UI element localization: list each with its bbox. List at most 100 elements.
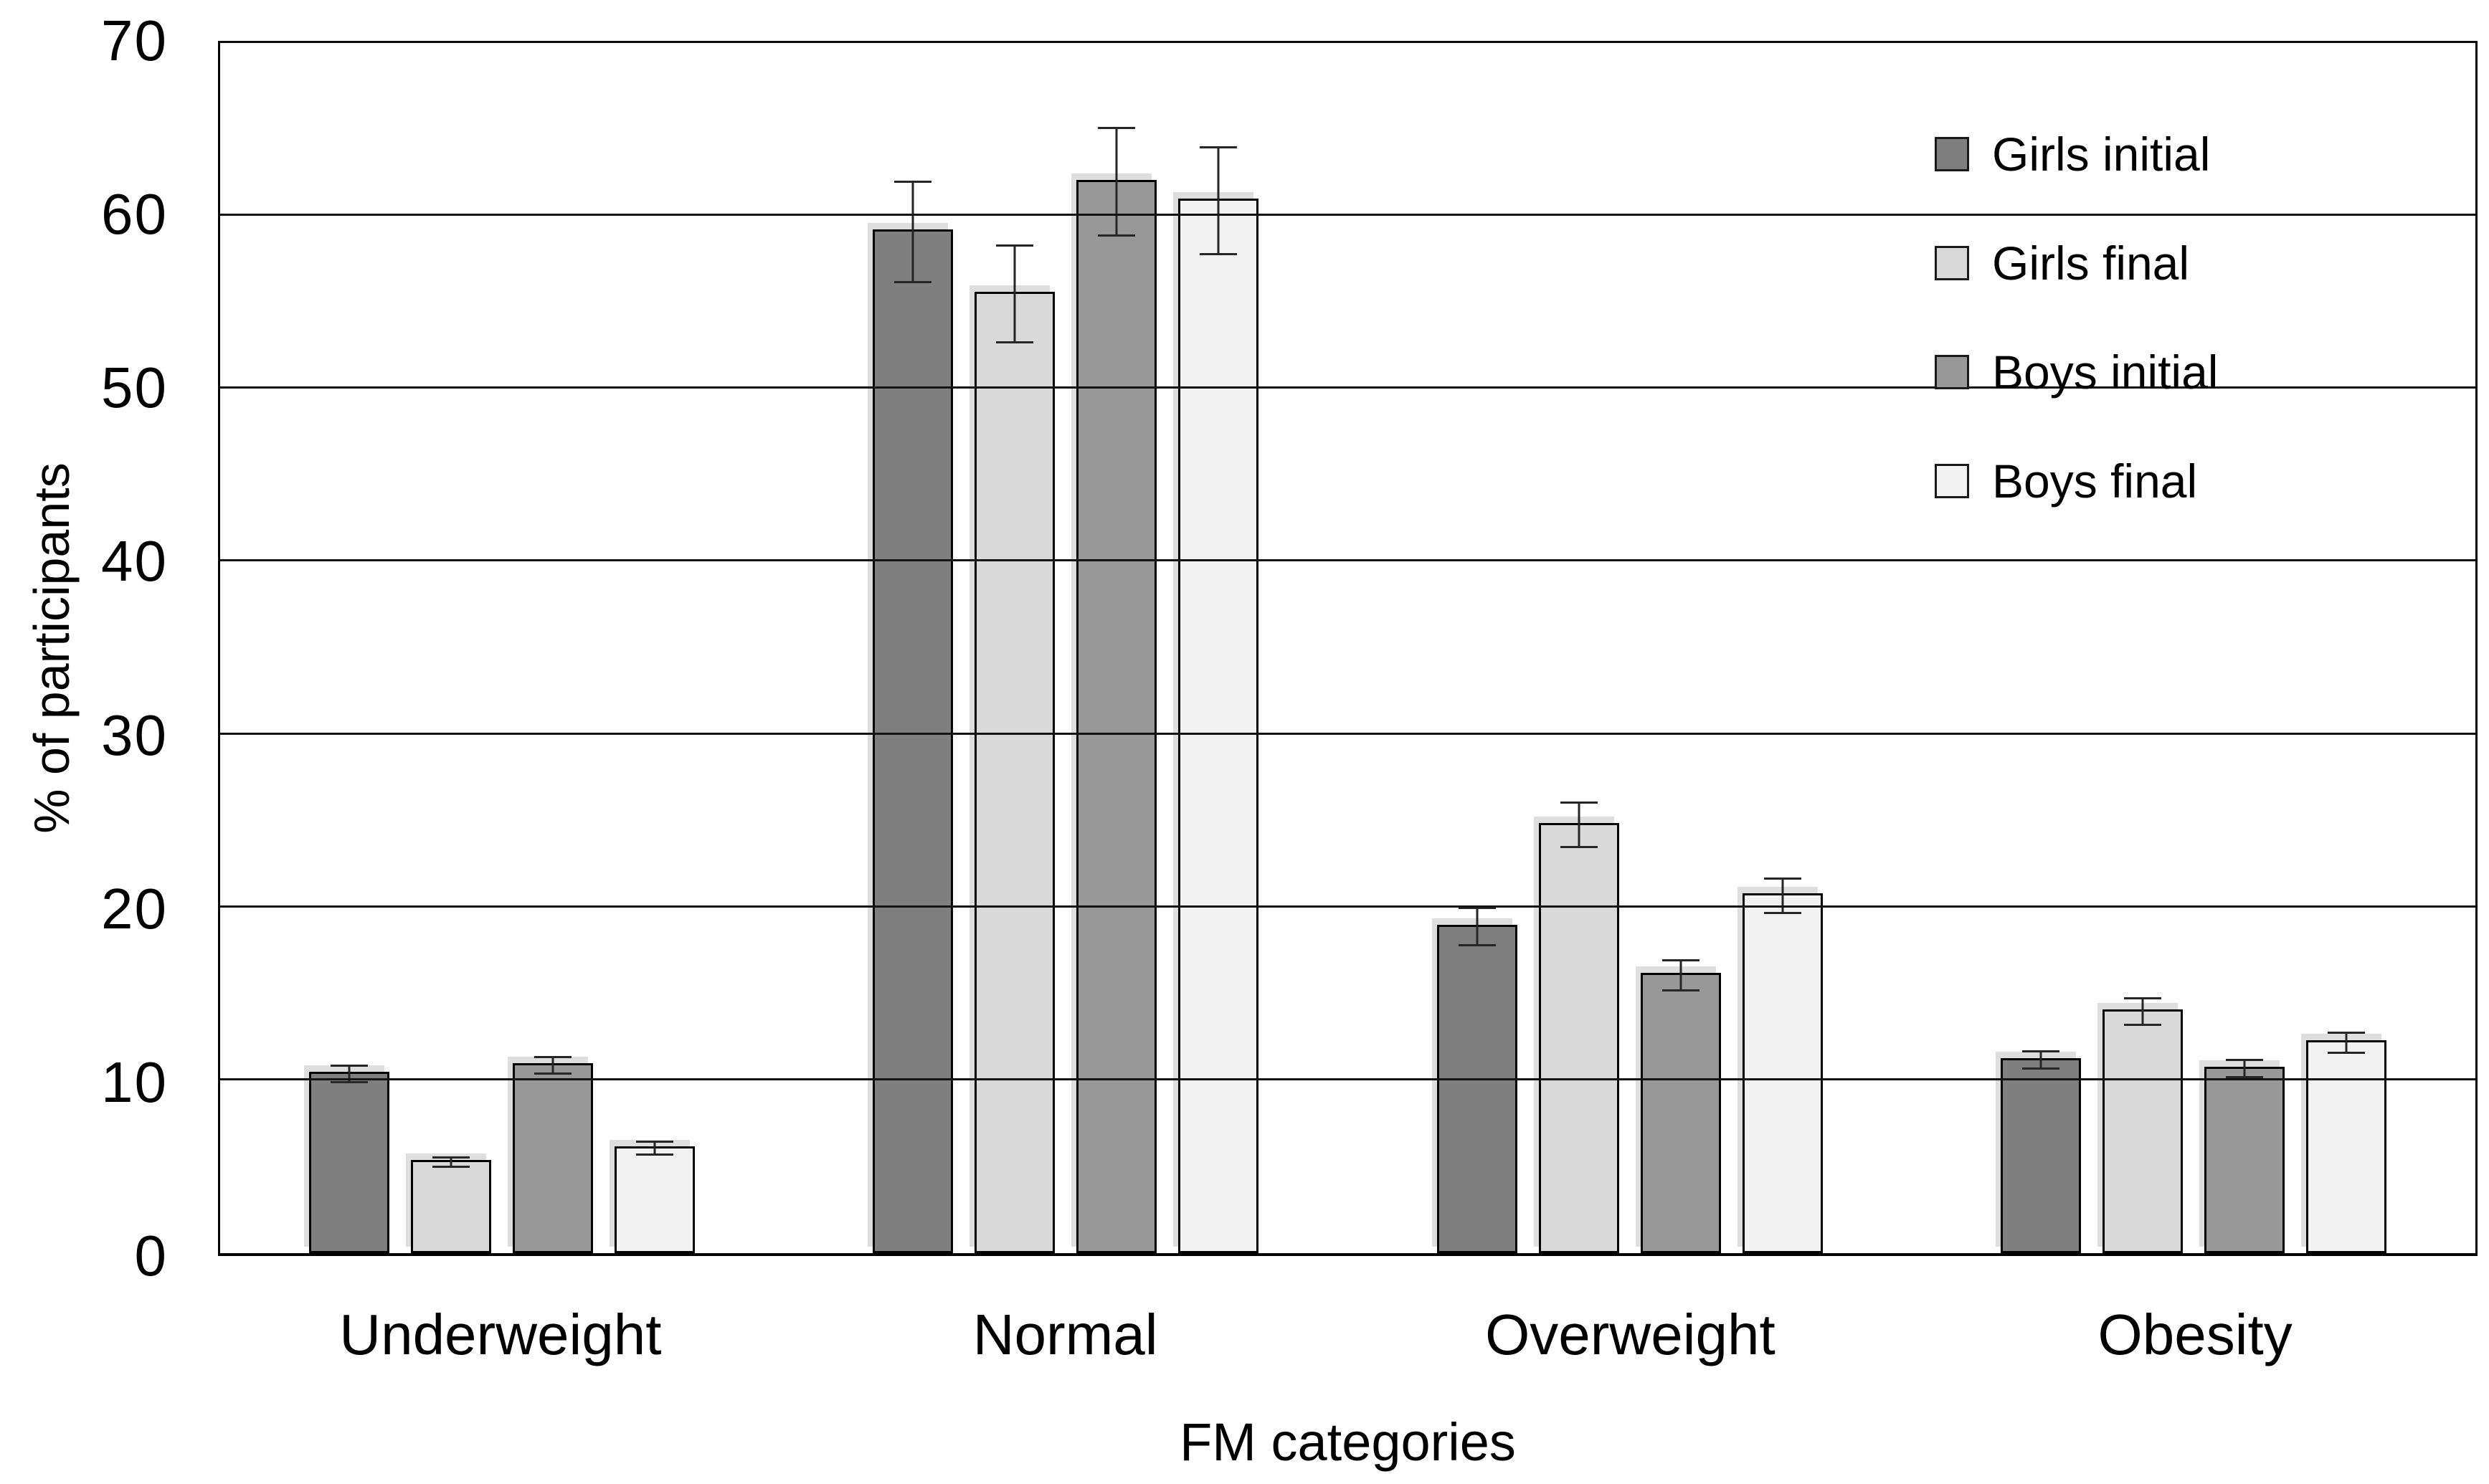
y-tick-label-30: 30 [101,703,168,767]
error-bar-boys-final-overweight [1781,878,1784,913]
y-tick-label-60: 60 [101,182,168,247]
bar-boys-initial-normal [1076,127,1157,1253]
error-cap-top [1098,127,1136,130]
x-axis-title: FM categories [1180,1412,1516,1472]
error-cap-bottom [2225,1075,2263,1078]
legend-item-girls-initial: Girls initial [1935,118,2218,190]
error-bar-boys-final-normal [1217,146,1220,255]
bar-group-overweight [1348,43,1912,1253]
error-bar-girls-final-overweight [1578,802,1580,848]
bar-boys-final-normal [1178,146,1259,1253]
bar-girls-final-overweight [1538,802,1619,1253]
y-tick-label-70: 70 [101,9,168,72]
error-bar-girls-final-normal [1013,245,1016,343]
error-cap-top [1200,146,1238,148]
legend-swatch-boys-final [1935,464,1969,498]
y-tick-label-50: 50 [101,356,168,420]
gridline-30 [220,732,2475,735]
error-bar-girls-final-underweight [450,1156,452,1168]
error-cap-bottom [2021,1067,2059,1070]
error-cap-bottom [331,1080,369,1083]
error-cap-top [1458,907,1496,910]
error-cap-bottom [1560,846,1598,849]
bar-girls-initial-overweight [1436,907,1517,1253]
error-cap-bottom [2123,1024,2161,1027]
error-bar-girls-final-obesity [2141,997,2144,1026]
error-cap-top [1661,959,1699,961]
legend-swatch-girls-initial [1935,137,1969,171]
error-cap-top [1763,877,1801,880]
error-cap-bottom [1200,253,1238,256]
bar-boys-final-overweight [1742,877,1823,1253]
bar-group-obesity [1912,43,2475,1253]
legend-swatch-girls-final [1935,246,1969,280]
x-tick-label-obesity: Obesity [2097,1303,2293,1366]
error-cap-top [996,244,1034,247]
bar-girls-initial-normal [873,181,954,1253]
bar-boys-initial-underweight [513,1055,594,1253]
y-axis-tick-labels: 0 10 20 30 40 50 60 70 [0,12,168,1285]
error-cap-bottom [996,341,1034,344]
error-cap-top [534,1055,572,1058]
x-tick-label-normal: Normal [972,1303,1158,1366]
error-cap-top [636,1140,674,1143]
error-cap-bottom [636,1154,674,1156]
error-bar-boys-initial-obesity [2243,1060,2246,1078]
error-bar-girls-initial-obesity [2039,1051,2042,1069]
error-cap-bottom [1458,944,1496,947]
y-tick-label-0: 0 [134,1224,168,1288]
plot-area [218,41,2478,1256]
gridline-60 [220,214,2475,217]
error-bar-girls-initial-underweight [348,1065,351,1083]
bar-girls-final-obesity [2102,997,2183,1253]
bar-girls-final-underweight [411,1156,492,1253]
error-bar-boys-final-underweight [653,1141,656,1156]
legend-label-girls-initial: Girls initial [1992,128,2211,181]
legend-item-boys-final: Boys final [1935,445,2218,517]
error-bar-boys-initial-normal [1115,128,1118,236]
legend: Girls initial Girls final Boys initial Boys… [1935,118,2218,554]
gridline-50 [220,386,2475,389]
error-cap-bottom [1661,989,1699,992]
error-cap-bottom [1763,911,1801,914]
bar-girls-initial-underweight [309,1064,390,1253]
bar-girls-initial-obesity [2000,1050,2081,1253]
bar-boys-final-underweight [615,1140,696,1253]
legend-label-girls-final: Girls final [1992,237,2190,290]
bar-boys-final-obesity [2305,1031,2386,1253]
error-bar-boys-final-obesity [2345,1032,2348,1053]
error-cap-bottom [2327,1051,2365,1054]
error-cap-top [1560,802,1598,804]
error-cap-top [2021,1050,2059,1053]
error-cap-bottom [894,280,932,283]
gridline-20 [220,905,2475,908]
x-axis-tick-labels: Underweight Normal Overweight Obesity [218,1306,2478,1364]
bar-boys-initial-obesity [2204,1059,2285,1253]
gridline-40 [220,559,2475,562]
error-bar-boys-initial-underweight [551,1056,554,1074]
y-tick-label-20: 20 [101,876,168,941]
error-cap-top [894,181,932,184]
bar-girls-final-normal [975,244,1056,1253]
y-tick-label-40: 40 [101,529,168,594]
bar-groups-container [220,43,2475,1253]
legend-label-boys-initial: Boys initial [1992,346,2219,399]
x-tick-label-underweight: Underweight [339,1303,662,1366]
error-cap-top [432,1156,470,1159]
bar-boys-initial-overweight [1640,959,1721,1253]
error-bar-boys-initial-overweight [1679,959,1682,991]
error-cap-bottom [432,1166,470,1169]
x-tick-label-overweight: Overweight [1485,1303,1776,1366]
error-cap-top [2123,997,2161,999]
error-bar-girls-initial-normal [911,181,914,282]
error-cap-bottom [534,1072,572,1075]
legend-item-girls-final: Girls final [1935,227,2218,299]
gridline-10 [220,1078,2475,1080]
legend-item-boys-initial: Boys initial [1935,336,2218,408]
error-cap-top [2225,1059,2263,1062]
error-cap-top [2327,1031,2365,1034]
error-bar-girls-initial-overweight [1476,908,1479,946]
y-tick-label-10: 10 [101,1050,168,1114]
bar-group-underweight [220,43,784,1253]
